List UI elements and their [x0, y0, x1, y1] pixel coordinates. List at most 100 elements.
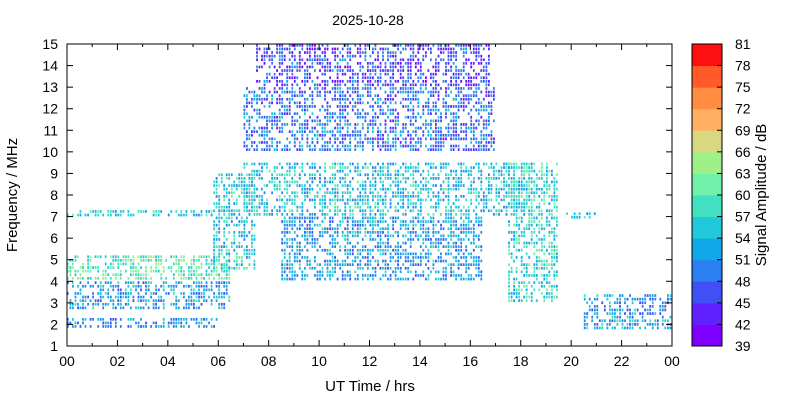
heatmap-cell — [316, 47, 319, 51]
heatmap-cell — [364, 83, 367, 87]
heatmap-cell — [382, 101, 384, 105]
heatmap-cell — [452, 130, 455, 133]
heatmap-cell — [324, 94, 326, 97]
heatmap-cell — [188, 277, 190, 280]
heatmap-cell — [344, 177, 347, 180]
heatmap-cell — [435, 90, 437, 94]
heatmap-cell — [624, 301, 626, 305]
heatmap-cell — [283, 195, 286, 198]
heatmap-cell — [447, 241, 450, 245]
heatmap-cell — [412, 44, 415, 47]
heatmap-cell — [336, 87, 339, 90]
heatmap-cell — [235, 209, 238, 213]
heatmap-cell — [409, 270, 412, 274]
heatmap-cell — [450, 220, 452, 223]
heatmap-cell — [546, 177, 548, 180]
heatmap-cell — [482, 148, 485, 151]
heatmap-cell — [324, 162, 326, 166]
heatmap-cell — [246, 133, 248, 137]
heatmap-cell — [117, 292, 120, 295]
heatmap-cell — [329, 148, 331, 151]
heatmap-cell — [503, 177, 505, 180]
heatmap-cell — [248, 191, 251, 195]
heatmap-cell — [387, 277, 389, 281]
heatmap-cell — [435, 80, 437, 83]
heatmap-cell — [220, 205, 223, 209]
heatmap-cell — [258, 198, 261, 202]
heatmap-cell — [430, 220, 432, 223]
heatmap-cell — [553, 274, 556, 277]
heatmap-cell — [460, 162, 463, 166]
heatmap-cell — [399, 270, 402, 274]
heatmap-cell — [258, 141, 261, 144]
heatmap-cell — [336, 62, 339, 65]
heatmap-cell — [258, 94, 261, 97]
heatmap-cell — [661, 315, 664, 319]
heatmap-cell — [304, 173, 306, 177]
heatmap-cell — [465, 245, 468, 248]
heatmap-cell — [190, 273, 193, 277]
heatmap-cell — [505, 205, 508, 209]
heatmap-cell — [520, 270, 523, 274]
heatmap-cell — [198, 259, 200, 262]
heatmap-cell — [430, 123, 432, 126]
heatmap-cell — [349, 162, 352, 166]
heatmap-cell — [528, 184, 531, 187]
heatmap-cell — [316, 58, 319, 62]
heatmap-cell — [535, 259, 538, 263]
heatmap-cell — [427, 256, 430, 259]
heatmap-cell — [301, 133, 304, 137]
heatmap-cell — [445, 216, 447, 220]
heatmap-cell — [523, 209, 526, 213]
heatmap-cell — [455, 144, 457, 148]
heatmap-cell — [135, 321, 137, 325]
heatmap-cell — [336, 259, 339, 263]
heatmap-cell — [314, 205, 316, 209]
heatmap-cell — [72, 213, 74, 217]
heatmap-cell — [177, 269, 180, 273]
heatmap-cell — [510, 184, 513, 187]
heatmap-cell — [311, 141, 314, 144]
heatmap-cell — [369, 105, 372, 108]
heatmap-cell — [500, 198, 503, 202]
heatmap-cell — [412, 123, 415, 126]
heatmap-cell — [311, 162, 314, 166]
heatmap-cell — [455, 72, 457, 76]
heatmap-cell — [263, 80, 266, 83]
heatmap-cell — [344, 238, 347, 241]
heatmap-cell — [387, 263, 389, 266]
heatmap-cell — [452, 202, 455, 205]
heatmap-cell — [344, 148, 347, 151]
heatmap-cell — [392, 216, 394, 220]
heatmap-cell — [341, 115, 344, 119]
heatmap-cell — [361, 166, 364, 169]
heatmap-cell — [508, 288, 510, 292]
heatmap-cell — [344, 245, 347, 248]
heatmap-cell — [324, 54, 326, 58]
heatmap-cell — [359, 51, 362, 54]
heatmap-cell — [515, 180, 518, 184]
heatmap-cell — [419, 90, 422, 94]
heatmap-cell — [286, 108, 289, 112]
heatmap-cell — [520, 220, 523, 223]
heatmap-cell — [513, 213, 515, 216]
heatmap-cell — [382, 83, 384, 87]
heatmap-cell — [89, 259, 92, 262]
heatmap-cell — [369, 216, 372, 220]
heatmap-cell — [306, 69, 309, 72]
heatmap-cell — [298, 263, 301, 266]
heatmap-cell — [404, 162, 407, 166]
heatmap-cell — [437, 256, 440, 259]
heatmap-cell — [407, 166, 410, 169]
heatmap-cell — [273, 148, 276, 151]
heatmap-cell — [417, 274, 420, 277]
heatmap-cell — [351, 76, 354, 80]
heatmap-cell — [430, 126, 432, 130]
heatmap-cell — [430, 83, 432, 87]
heatmap-cell — [377, 76, 379, 80]
heatmap-cell — [246, 119, 248, 123]
heatmap-cell — [515, 213, 518, 216]
heatmap-cell — [306, 238, 309, 241]
heatmap-cell — [404, 234, 407, 238]
heatmap-cell — [213, 238, 215, 241]
